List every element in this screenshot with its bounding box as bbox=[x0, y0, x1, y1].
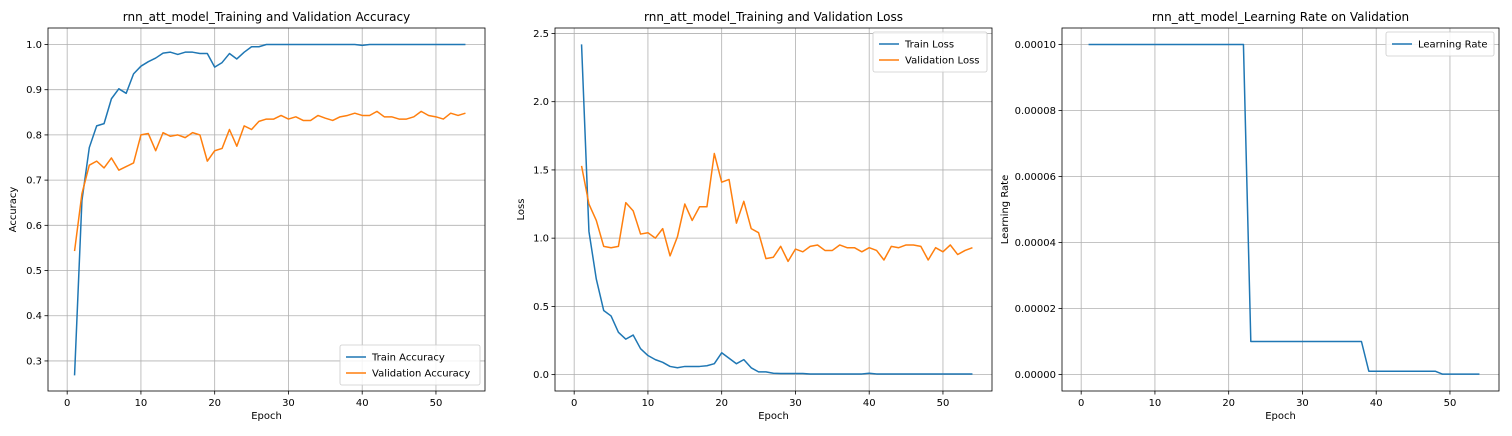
plot-area bbox=[1062, 28, 1499, 391]
x-tick-label: 0 bbox=[1078, 398, 1084, 409]
y-tick-label: 1.0 bbox=[26, 40, 42, 51]
series-line-2 bbox=[73, 110, 466, 252]
legend: Train Loss Validation Loss bbox=[872, 31, 988, 73]
y-tick-label: 0.5 bbox=[533, 302, 549, 313]
y-tick-label: 0.00002 bbox=[1015, 304, 1056, 315]
x-tick-label: 30 bbox=[1296, 398, 1309, 409]
y-tick-label: 0.6 bbox=[26, 221, 42, 232]
chart-panel-1: 0 10 20 30 40 50 0.3 0.4 0.5 0.6 0.7 0.8 0.9 1.0 rnn_a… bbox=[8, 10, 486, 422]
series-line-2 bbox=[580, 152, 973, 263]
chart-panel-3: 0 10 20 30 40 50 0.00000 0.00002 0.00004 0.00006 0… bbox=[1000, 10, 1500, 422]
x-tick-label: 50 bbox=[430, 398, 443, 409]
axes-frame bbox=[47, 27, 486, 392]
y-tick-label: 0.00008 bbox=[1015, 106, 1056, 117]
legend: Train Accuracy Validation Accuracy bbox=[339, 344, 481, 386]
series-line-1 bbox=[580, 44, 973, 375]
plot-area bbox=[555, 28, 992, 391]
x-axis-label: Epoch bbox=[1265, 411, 1296, 422]
y-tick-label: 0.5 bbox=[26, 266, 42, 277]
y-axis-label: Accuracy bbox=[8, 187, 19, 233]
y-tick-label: 0.7 bbox=[26, 176, 42, 187]
chart-panel-2: 0 10 20 30 40 50 0.0 0.5 1.0 1.5 2.0 2.5 rnn_att_mod… bbox=[516, 10, 993, 422]
x-tick-label: 30 bbox=[282, 398, 295, 409]
y-tick-label: 2.0 bbox=[533, 97, 549, 108]
x-tick-label: 40 bbox=[356, 398, 369, 409]
y-tick-label: 0.3 bbox=[26, 356, 42, 367]
plot-area bbox=[48, 28, 485, 391]
x-tick-label: 0 bbox=[571, 398, 577, 409]
y-tick-label: 0.9 bbox=[26, 85, 42, 96]
y-tick-label: 0.00004 bbox=[1015, 238, 1056, 249]
y-tick-label: 0.00000 bbox=[1015, 370, 1056, 381]
chart-title: rnn_att_model_Learning Rate on Validatio… bbox=[1152, 10, 1409, 24]
y-tick-label: 0.00006 bbox=[1015, 172, 1056, 183]
x-tick-label: 10 bbox=[642, 398, 655, 409]
legend-box bbox=[339, 344, 481, 386]
legend-label: Learning Rate bbox=[1418, 40, 1488, 51]
series-line-1 bbox=[73, 43, 466, 376]
x-tick-label: 20 bbox=[208, 398, 221, 409]
x-tick-label: 50 bbox=[1444, 398, 1457, 409]
y-tick-label: 0.4 bbox=[26, 311, 42, 322]
legend-label: Validation Loss bbox=[905, 56, 980, 67]
x-tick-label: 40 bbox=[1370, 398, 1383, 409]
y-tick-label: 0.8 bbox=[26, 130, 42, 141]
x-tick-label: 20 bbox=[1222, 398, 1235, 409]
series-line-1 bbox=[1088, 43, 1480, 375]
axes-frame bbox=[554, 27, 993, 392]
x-tick-label: 0 bbox=[64, 398, 70, 409]
x-tick-label: 20 bbox=[715, 398, 728, 409]
x-tick-label: 50 bbox=[937, 398, 950, 409]
x-tick-label: 10 bbox=[135, 398, 148, 409]
legend-box bbox=[1385, 31, 1495, 57]
chart-title: rnn_att_model_Training and Validation Lo… bbox=[644, 10, 903, 24]
legend-box bbox=[872, 31, 988, 73]
legend: Learning Rate bbox=[1385, 31, 1495, 57]
y-tick-label: 1.0 bbox=[533, 234, 549, 245]
y-axis-label: Loss bbox=[516, 199, 527, 221]
y-tick-label: 2.5 bbox=[533, 29, 549, 40]
x-axis-label: Epoch bbox=[758, 411, 789, 422]
legend-label: Train Loss bbox=[904, 40, 954, 51]
x-tick-label: 30 bbox=[789, 398, 802, 409]
y-axis-label: Learning Rate bbox=[1000, 175, 1011, 245]
x-tick-label: 40 bbox=[863, 398, 876, 409]
legend-label: Validation Accuracy bbox=[372, 369, 470, 380]
x-axis-label: Epoch bbox=[251, 411, 282, 422]
x-tick-label: 10 bbox=[1149, 398, 1162, 409]
y-tick-label: 0.00010 bbox=[1015, 40, 1056, 51]
axes-frame bbox=[1061, 27, 1500, 392]
y-tick-label: 1.5 bbox=[533, 165, 549, 176]
chart-title: rnn_att_model_Training and Validation Ac… bbox=[123, 10, 410, 24]
y-tick-label: 0.0 bbox=[533, 370, 549, 381]
legend-label: Train Accuracy bbox=[371, 353, 445, 364]
